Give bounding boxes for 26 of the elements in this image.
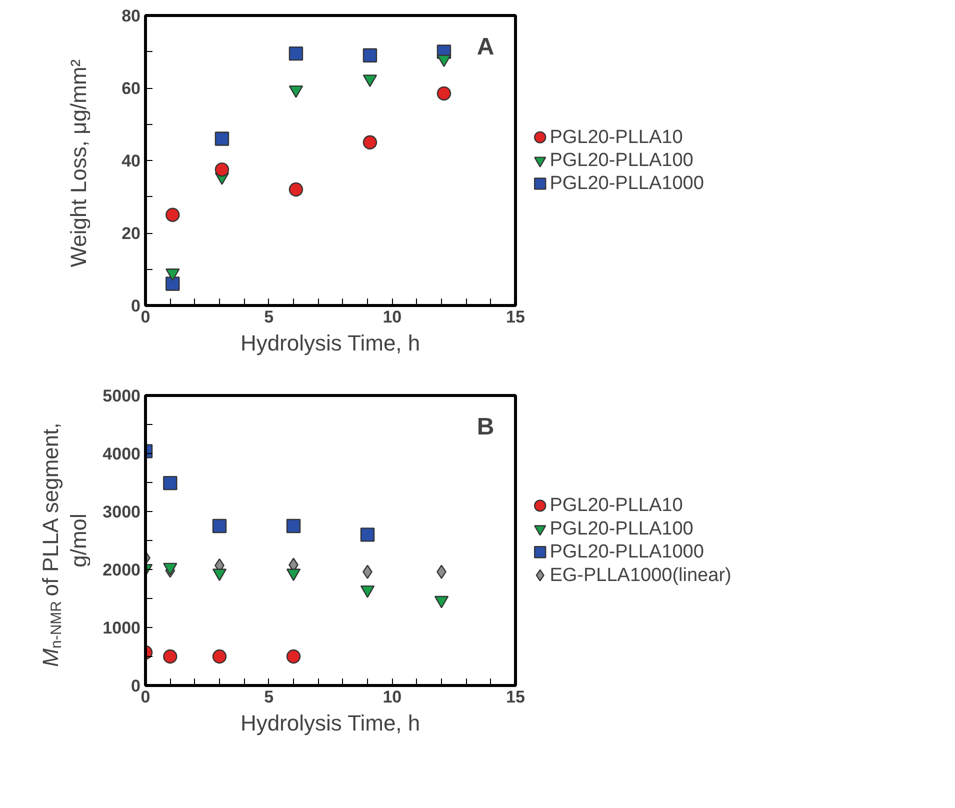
y-tick-label: 2000 — [102, 560, 141, 580]
annotation: B — [476, 414, 494, 440]
y-tick-label: 20 — [122, 224, 141, 243]
legend-label: PGL20-PLLA1000 — [550, 542, 704, 563]
x-axis-title: Hydrolysis Time, h — [240, 330, 420, 356]
legend-label: PGL20-PLLA100 — [550, 518, 694, 540]
x-tick-label: 5 — [264, 308, 274, 326]
legend-label: PGL20-PLLA10 — [550, 126, 683, 148]
x-axis-title: Hydrolysis Time, h — [240, 710, 420, 736]
x-tick-label: 10 — [382, 308, 402, 326]
y-tick-label: 4000 — [102, 444, 141, 464]
legend-label: PGL20-PLLA100 — [550, 150, 694, 171]
x-tick-label: 15 — [506, 688, 525, 706]
y-tick-label: 40 — [122, 152, 141, 170]
y-tick-label: 60 — [122, 79, 141, 98]
legend-label: EG-PLLA1000(linear) — [550, 564, 732, 586]
y-tick-label: 1000 — [102, 618, 141, 638]
y-tick-label: 3000 — [102, 502, 141, 522]
y-tick-label: 5000 — [102, 386, 141, 406]
legend-label: PGL20-PLLA10 — [550, 495, 683, 516]
x-tick-label: 10 — [382, 688, 402, 706]
x-tick-label: 5 — [264, 688, 274, 706]
x-tick-label: 15 — [506, 308, 525, 326]
legend-label: PGL20-PLLA1000 — [550, 173, 704, 194]
annotation: A — [476, 34, 494, 60]
y-tick-label: 80 — [122, 6, 141, 26]
